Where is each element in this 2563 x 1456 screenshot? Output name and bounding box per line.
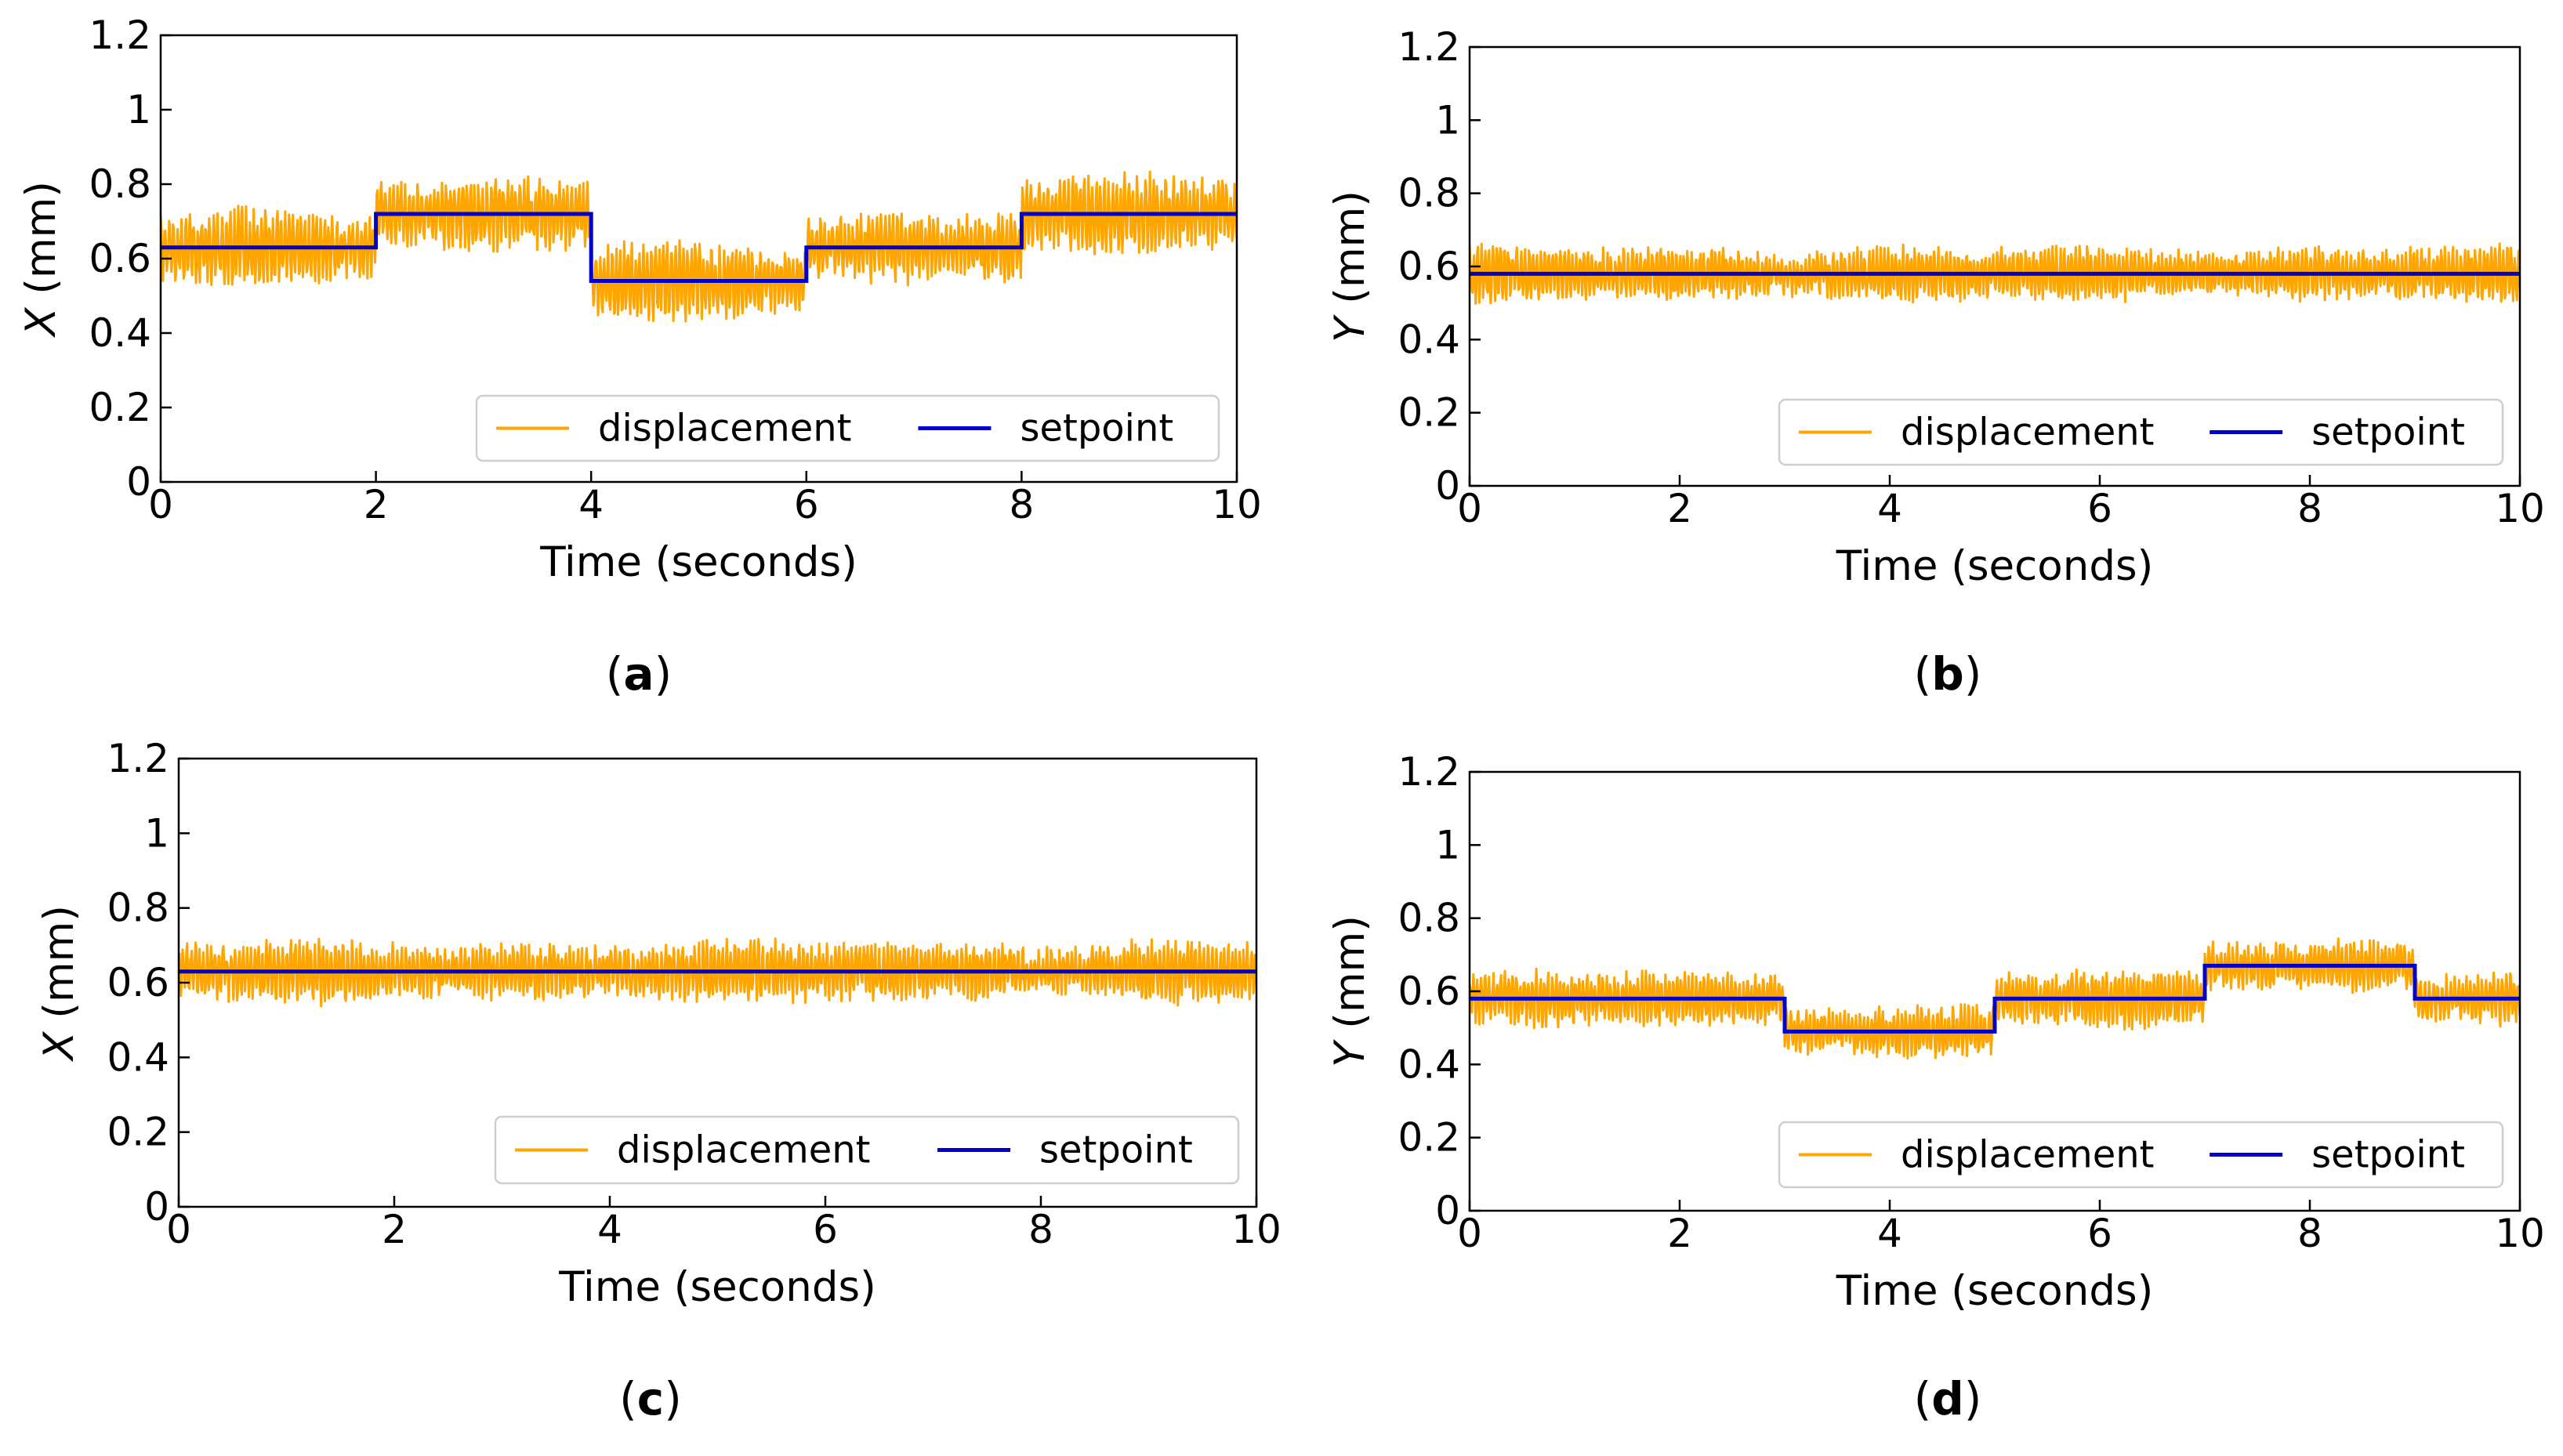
- legend-label-setpoint: setpoint: [2311, 1133, 2465, 1177]
- y-axis-label: X (mm): [35, 905, 83, 1063]
- y-axis-label-variable: X: [35, 1030, 83, 1063]
- x-tick-label: 6: [2087, 486, 2112, 531]
- x-tick-label: 2: [382, 1207, 407, 1252]
- x-tick-label: 2: [1667, 486, 1692, 531]
- y-axis-label-variable: Y: [1326, 314, 1374, 342]
- y-axis-label-variable: Y: [1326, 1039, 1374, 1067]
- x-tick-label: 10: [2495, 486, 2545, 531]
- x-tick-label: 10: [1212, 482, 1262, 527]
- panel-caption: (c): [619, 1372, 682, 1425]
- y-axis-label: X (mm): [17, 181, 65, 339]
- x-tick-label: 4: [578, 482, 604, 527]
- y-tick-label: 0.6: [107, 960, 169, 1005]
- panel-caption: (b): [1914, 647, 1982, 701]
- chart-panel-b: 0 2 4 6 8 10 0 0.2 0.4 0.6 0.8 1 1.2 Time (seconds) Y …: [1326, 24, 2545, 701]
- x-tick-label: 0: [166, 1207, 191, 1252]
- y-tick-label: 0.8: [107, 886, 169, 931]
- y-tick-label: 0.4: [1398, 1041, 1460, 1087]
- x-tick-label: 8: [1009, 482, 1034, 527]
- y-tick-label: 1: [1435, 822, 1460, 867]
- x-axis-label: Time (seconds): [1836, 542, 2154, 590]
- x-tick-label: 8: [2297, 1211, 2322, 1256]
- y-tick-label: 0: [1435, 1188, 1460, 1233]
- x-axis-label: Time (seconds): [539, 538, 857, 586]
- legend-label-displacement: displacement: [1901, 1133, 2154, 1177]
- y-axis-label: Y (mm): [1326, 190, 1374, 342]
- y-tick-label: 0.8: [1398, 896, 1460, 941]
- legend-label-setpoint: setpoint: [1020, 407, 1173, 451]
- y-tick-label: 0.2: [1398, 390, 1460, 436]
- x-axis-label: Time (seconds): [1836, 1267, 2154, 1315]
- x-tick-label: 6: [2087, 1211, 2112, 1256]
- y-tick-label: 1: [1435, 97, 1460, 143]
- y-tick-label: 0: [144, 1184, 169, 1230]
- setpoint-line: [161, 212, 1237, 283]
- y-axis-label: Y (mm): [1326, 915, 1374, 1067]
- panel-caption-letter: a: [623, 647, 654, 701]
- y-tick-label: 0.6: [1398, 969, 1460, 1014]
- panel-caption: (a): [606, 647, 672, 701]
- y-tick-label: 0.2: [107, 1110, 169, 1155]
- legend-label-displacement: displacement: [1901, 411, 2154, 455]
- legend-label-setpoint: setpoint: [2311, 411, 2465, 455]
- y-tick-label: 0: [126, 459, 151, 505]
- chart-panel-c: 0 2 4 6 8 10 0 0.2 0.4 0.6 0.8 1 1.2 Time (seconds) X …: [35, 736, 1282, 1425]
- legend-label-setpoint: setpoint: [1039, 1128, 1193, 1172]
- x-tick-label: 4: [1877, 486, 1902, 531]
- x-tick-label: 10: [2495, 1211, 2545, 1256]
- panel-caption: (d): [1914, 1372, 1982, 1425]
- x-tick-label: 2: [1667, 1211, 1692, 1256]
- x-tick-label: 0: [148, 482, 173, 527]
- y-tick-label: 1.2: [107, 736, 169, 781]
- y-tick-label: 0.4: [107, 1034, 169, 1080]
- y-tick-label: 1: [144, 810, 169, 856]
- y-axis-label-unit: (mm): [1326, 190, 1374, 317]
- x-tick-label: 6: [813, 1207, 838, 1252]
- chart-panel-a: 0 2 4 6 8 10 0 0.2 0.4 0.6 0.8 1 1.2 Time (seconds) X …: [17, 13, 1262, 701]
- y-tick-label: 1.2: [1398, 749, 1460, 795]
- y-tick-label: 1.2: [1398, 24, 1460, 70]
- y-tick-label: 0.2: [1398, 1115, 1460, 1161]
- y-tick-label: 0.2: [89, 385, 151, 430]
- legend-label-displacement: displacement: [617, 1128, 870, 1172]
- x-tick-label: 8: [2297, 486, 2322, 531]
- x-axis-label: Time (seconds): [558, 1263, 876, 1311]
- x-tick-label: 4: [1877, 1211, 1902, 1256]
- legend-label-displacement: displacement: [598, 407, 851, 451]
- displacement-line: [179, 937, 1256, 1008]
- y-tick-label: 0.6: [1398, 244, 1460, 289]
- panel-caption-letter: b: [1931, 647, 1964, 701]
- setpoint-line: [1470, 963, 2520, 1034]
- x-tick-label: 4: [597, 1207, 622, 1252]
- y-axis-label-variable: X: [17, 306, 65, 339]
- x-tick-label: 0: [1457, 1211, 1482, 1256]
- y-tick-label: 1.2: [89, 13, 151, 58]
- y-tick-label: 1: [126, 87, 151, 132]
- legend-box: [475, 394, 1220, 462]
- panel-caption-letter: d: [1931, 1372, 1964, 1425]
- y-tick-label: 0.8: [89, 161, 151, 207]
- y-tick-label: 0.4: [1398, 317, 1460, 362]
- chart-panel-d: 0 2 4 6 8 10 0 0.2 0.4 0.6 0.8 1 1.2 Time (seconds) Y …: [1326, 749, 2545, 1425]
- displacement-line: [1470, 242, 2520, 305]
- panel-caption-letter: c: [637, 1372, 664, 1425]
- x-tick-label: 6: [794, 482, 819, 527]
- x-tick-label: 8: [1028, 1207, 1053, 1252]
- legend-box: [494, 1115, 1240, 1185]
- y-tick-label: 0: [1435, 463, 1460, 509]
- x-tick-label: 2: [364, 482, 389, 527]
- x-tick-label: 0: [1457, 486, 1482, 531]
- y-tick-label: 0.8: [1398, 171, 1460, 216]
- legend-box: [1778, 1121, 2504, 1189]
- y-axis-label-unit: (mm): [35, 905, 83, 1031]
- y-tick-label: 0.6: [89, 236, 151, 281]
- y-axis-label-unit: (mm): [17, 181, 65, 307]
- y-axis-label-unit: (mm): [1326, 915, 1374, 1041]
- y-tick-label: 0.4: [89, 310, 151, 356]
- x-tick-label: 10: [1231, 1207, 1282, 1252]
- legend-box: [1778, 398, 2504, 466]
